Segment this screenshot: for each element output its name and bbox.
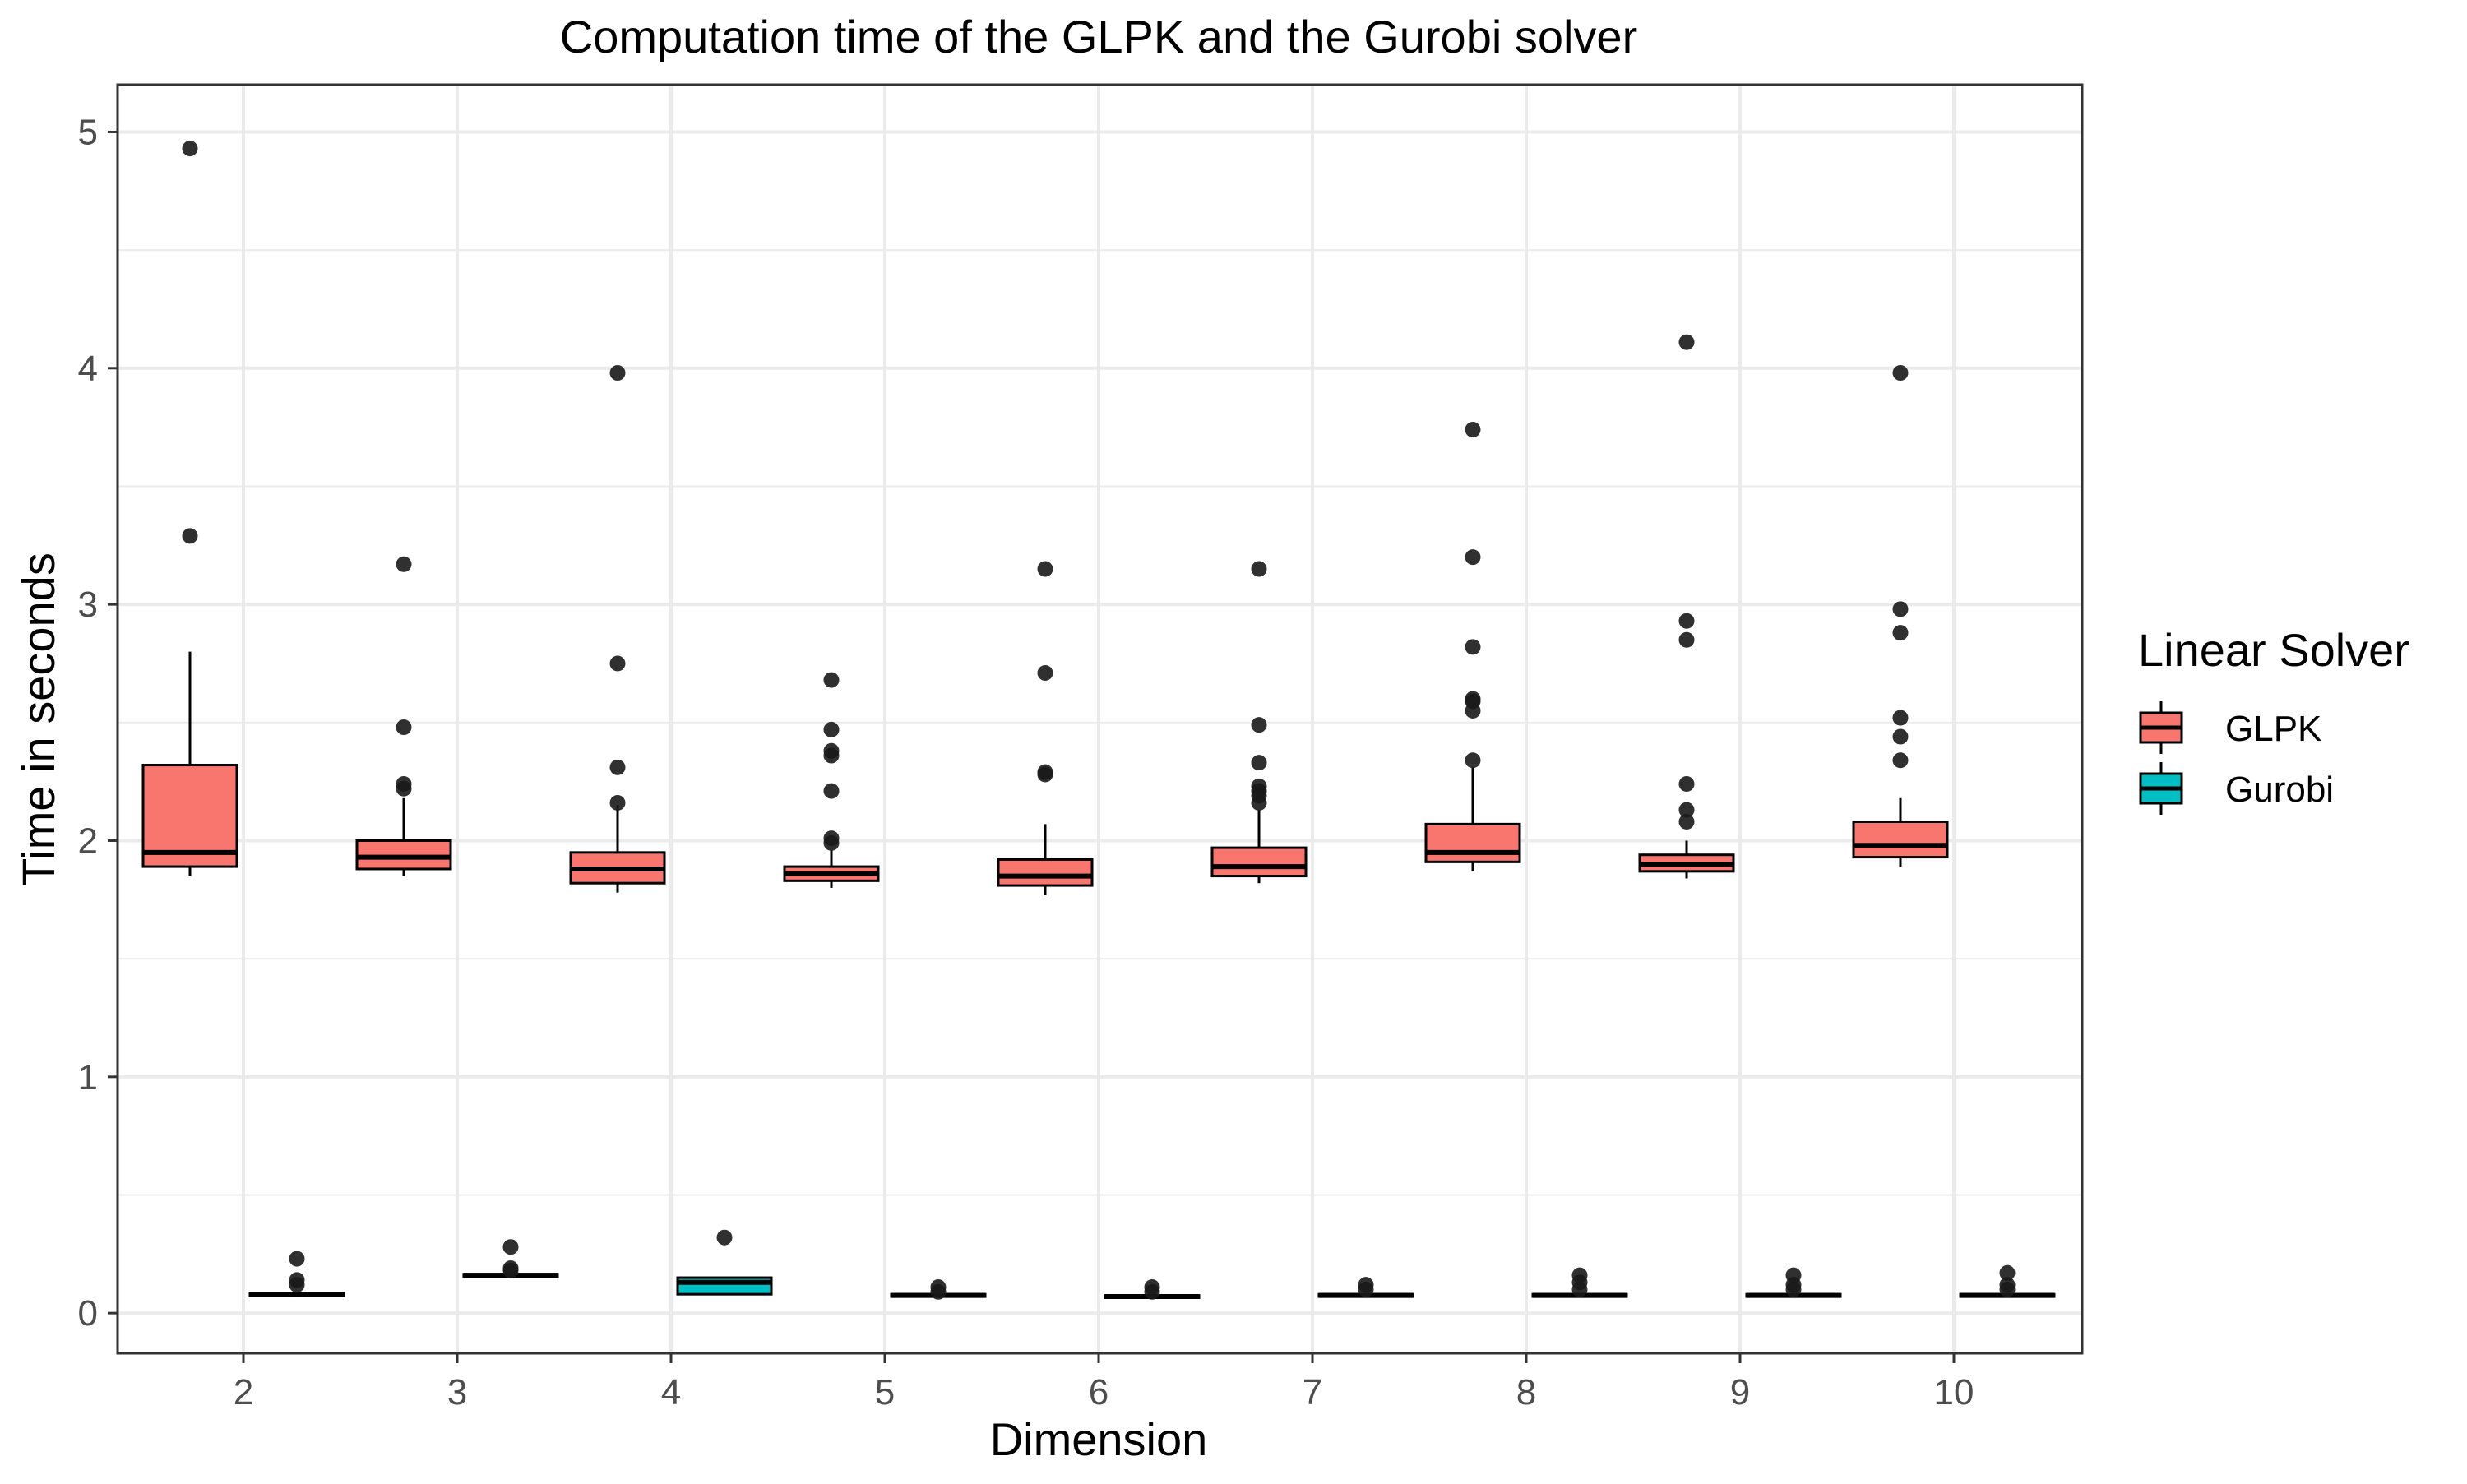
glpk-outlier-point (1037, 664, 1053, 681)
glpk-outlier-point (1465, 422, 1481, 438)
legend: Linear Solver GLPK Gurobi (2138, 624, 2409, 815)
glpk-box (997, 858, 1094, 887)
grid-layer (118, 85, 2082, 1353)
glpk-outlier-point (1037, 764, 1053, 780)
glpk-outlier-point (1892, 728, 1909, 745)
x-tick-label: 3 (447, 1372, 467, 1412)
x-tick-label: 6 (1089, 1372, 1109, 1412)
glpk-outlier-point (396, 719, 412, 736)
axis-layer: 0 1 2 3 4 5 2 3 4 5 6 7 8 9 10 (78, 112, 1974, 1412)
legend-item-gurobi: Gurobi (2139, 762, 2334, 815)
legend-item-glpk: GLPK (2139, 701, 2321, 754)
glpk-outlier-point (1465, 752, 1481, 769)
y-tick-label: 1 (78, 1057, 98, 1098)
gurobi-outlier-point (930, 1279, 947, 1296)
glpk-outlier-point (823, 783, 840, 799)
gurobi-outlier-point (502, 1260, 519, 1277)
glpk-outlier-point (1678, 776, 1695, 793)
gurobi-outlier-point (716, 1229, 733, 1246)
glpk-box (1852, 820, 1949, 859)
legend-label: Gurobi (2225, 770, 2334, 810)
glpk-outlier-point (1678, 631, 1695, 648)
glpk-outlier-point (1892, 625, 1909, 641)
legend-title: Linear Solver (2138, 624, 2409, 676)
x-axis-title: Dimension (990, 1413, 1208, 1465)
glpk-outlier-point (1251, 561, 1267, 577)
gurobi-outlier-point (1999, 1264, 2016, 1281)
glpk-outlier-point (1251, 778, 1267, 794)
gurobi-outlier-point (289, 1272, 305, 1288)
glpk-outlier-point (1678, 613, 1695, 629)
x-tick-label: 2 (234, 1372, 253, 1412)
glpk-outlier-point (1892, 601, 1909, 617)
gurobi-outlier-point (1999, 1277, 2016, 1293)
gurobi-outlier-point (1358, 1277, 1374, 1293)
glpk-outlier-point (1892, 752, 1909, 769)
glpk-outlier-point (1251, 717, 1267, 733)
glpk-outlier-point (1465, 691, 1481, 707)
glpk-outlier-point (823, 830, 840, 847)
glpk-outlier-point (823, 721, 840, 737)
glpk-outlier-point (609, 759, 626, 775)
glpk-outlier-point (1678, 334, 1695, 350)
glpk-box (1424, 822, 1521, 863)
glpk-box (1210, 846, 1308, 878)
x-tick-label: 4 (661, 1372, 681, 1412)
glpk-outlier-point (1892, 365, 1909, 381)
gurobi-outlier-point (289, 1251, 305, 1267)
glpk-outlier-point (396, 776, 412, 793)
glpk-outlier-point (1465, 639, 1481, 655)
glpk-outlier-point (182, 528, 198, 544)
glpk-outlier-point (609, 655, 626, 672)
x-tick-label: 7 (1303, 1372, 1322, 1412)
glpk-outlier-point (1465, 549, 1481, 566)
gurobi-outlier-point (1144, 1279, 1160, 1296)
glpk-outlier-point (1251, 755, 1267, 771)
marks-layer (141, 141, 2056, 1300)
y-tick-label: 5 (78, 112, 98, 152)
x-tick-label: 8 (1516, 1372, 1536, 1412)
glpk-outlier-point (1037, 561, 1053, 577)
chart-title: Computation time of the GLPK and the Gur… (560, 11, 1637, 62)
y-tick-label: 0 (78, 1293, 98, 1334)
x-tick-label: 10 (1934, 1372, 1974, 1412)
y-tick-label: 3 (78, 585, 98, 625)
legend-label: GLPK (2225, 709, 2321, 749)
x-tick-label: 9 (1730, 1372, 1750, 1412)
y-tick-label: 4 (78, 349, 98, 389)
glpk-outlier-point (396, 556, 412, 572)
y-axis-title: Time in seconds (12, 552, 64, 886)
glpk-outlier-point (1678, 813, 1695, 830)
glpk-outlier-point (609, 365, 626, 381)
glpk-box (141, 764, 238, 868)
glpk-outlier-point (823, 742, 840, 759)
glpk-outlier-point (609, 795, 626, 811)
gurobi-outlier-point (502, 1239, 519, 1255)
glpk-outlier-point (182, 141, 198, 157)
gurobi-outlier-point (1571, 1267, 1588, 1283)
legend-items: GLPK Gurobi (2139, 701, 2334, 815)
x-tick-label: 5 (875, 1372, 895, 1412)
glpk-outlier-point (1678, 802, 1695, 818)
gurobi-outlier-point (1785, 1267, 1802, 1283)
glpk-outlier-point (1892, 710, 1909, 726)
y-tick-label: 2 (78, 821, 98, 861)
glpk-outlier-point (823, 672, 840, 688)
